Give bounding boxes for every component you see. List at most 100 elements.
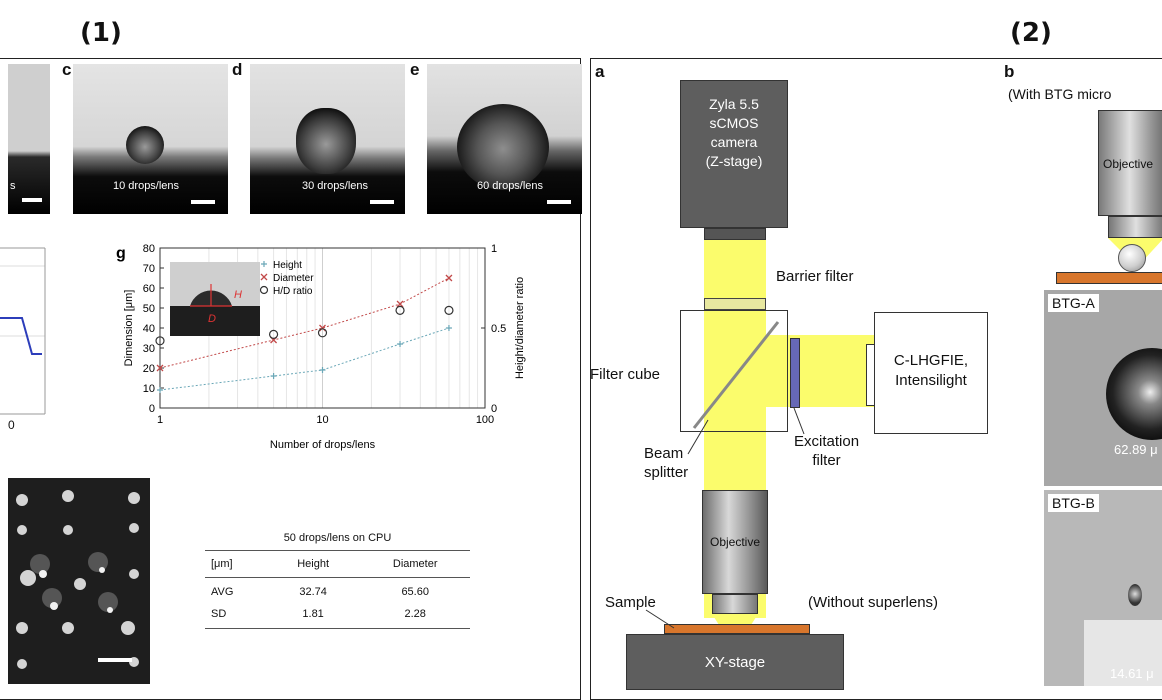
photo-caption: 30 drops/lens [302,180,369,192]
camera-line: Zyla 5.5 [709,96,759,112]
barrier-filter-label: Barrier filter [776,268,854,285]
table-title: 50 drops/lens on CPU [205,528,470,551]
table-cell: AVG [211,586,234,598]
btg-a-label: BTG-A [1048,294,1099,312]
label-line: filter [812,452,841,469]
scale-bar [22,198,42,202]
btg-b-label: BTG-B [1048,494,1099,512]
y-tick-label: 60 [143,283,155,295]
droplet [457,104,549,190]
panel-label-e: e [410,60,420,79]
droplet-photo-30: 30 drops/lens [250,64,405,214]
y-tick-label: 50 [143,303,155,315]
btg-microscope-label: (With BTG micro [1008,86,1112,102]
label-line: Excitation [794,433,860,450]
without-superlens-label: (Without superlens) [808,594,939,611]
light-source-box: C-LHGFIE, Intensilight [874,312,988,434]
y-tick-label: 70 [143,263,155,275]
panel-label-g: g [116,245,126,262]
height-point [397,341,404,347]
table-cell: 65.60 [401,586,429,598]
partial-plot [0,247,46,415]
camera-line: (Z-stage) [705,153,763,169]
y-tick-label: 40 [143,323,155,335]
camera-box: Zyla 5.5 sCMOS camera (Z-stage) [680,80,788,228]
ratio-point [395,305,405,316]
droplet [296,108,356,174]
inset-h-label: H [234,289,242,301]
droplet-array-photo [8,478,150,684]
diameter-point [396,300,404,308]
fit-curve [159,277,450,369]
label-line: C-LHGFIE, [893,352,969,369]
y2-tick-label: 0.5 [491,323,506,335]
filter-cube-label: Filter cube [590,366,661,383]
stats-table: 50 drops/lens on CPU [μm] Height Diamete… [205,528,470,629]
droplet-photo-10: 10 drops/lens [73,64,228,214]
panel-label-c: c [62,60,72,79]
x-tick-label: 10 [316,414,328,426]
table-cell: 32.74 [299,586,327,598]
legend-label: H/D ratio [273,286,313,297]
sample-label: Sample [605,594,656,611]
table-header: Height [297,558,329,570]
btg-a-measure: 62.89 μ [1114,442,1158,457]
partial-axis-tick: 0 [8,418,15,432]
y2-tick-label: 0 [491,403,497,415]
height-point [319,367,326,373]
y2-tick-label: 1 [491,243,497,255]
btg-a-photo: BTG-A 62.89 μ [1044,290,1162,486]
y-tick-label: 30 [143,343,155,355]
photo-caption: 10 drops/lens [113,180,180,192]
table-row: AVG 32.74 65.60 [205,578,470,602]
droplet-array [16,490,140,669]
ratio-point [268,329,279,340]
label-line: Beam [644,445,684,462]
scale-bar [370,200,394,204]
y-tick-label: 20 [143,363,155,375]
table-cell: SD [211,608,227,620]
ratio-point [155,336,165,346]
excitation-pointer [793,408,805,435]
camera-line: sCMOS [709,115,759,131]
inset-d-label: D [208,313,216,325]
height-point [270,373,277,379]
y-tick-label: 10 [143,383,155,395]
y2-axis-label: Height/diameter ratio [514,277,526,379]
chart-g: 0 10 20 30 40 50 60 70 80 0 0.5 1 1 10 100 Number of dr… [116,243,526,451]
btg-b-photo: BTG-B 14.61 μ [1044,490,1162,686]
x-tick-label: 100 [476,414,494,426]
horizontal-beam [766,335,874,407]
legend-marker [259,285,269,295]
excitation-filter [790,338,800,408]
droplet [126,126,164,164]
objective-tip [712,594,758,614]
barrier-filter [704,298,766,310]
btg-objective-tip [1108,216,1162,238]
table-row: SD 1.81 2.28 [205,602,470,629]
photo-caption: 60 drops/lens [477,180,544,192]
btg-b-measure: 14.61 μ [1110,666,1154,681]
height-point [445,325,452,331]
btg-objective: Objective [1098,110,1162,216]
objective-label: Objective [709,535,761,549]
droplet-photo-partial: s [8,64,50,214]
table-cell: 1.81 [302,608,324,620]
legend-label: Height [273,260,302,271]
sample [664,624,810,634]
btg-b-sphere [1128,584,1142,606]
y-tick-label: 0 [149,403,155,415]
panel-label-a: a [595,62,605,81]
beam-splitter-pointer [687,419,709,455]
section-title-1: (1) [80,18,122,48]
x-tick-label: 1 [157,414,163,426]
x-axis-label: Number of drops/lens [270,439,376,451]
btg-sample [1056,272,1162,284]
beam-splitter-mirror [692,321,780,429]
ratio-point [317,328,328,338]
height-point [157,387,163,393]
camera-mount [704,228,766,240]
photo-caption: s [10,180,16,192]
table-header-row: [μm] Height Diameter [205,551,470,578]
table-header: [μm] [211,558,233,570]
